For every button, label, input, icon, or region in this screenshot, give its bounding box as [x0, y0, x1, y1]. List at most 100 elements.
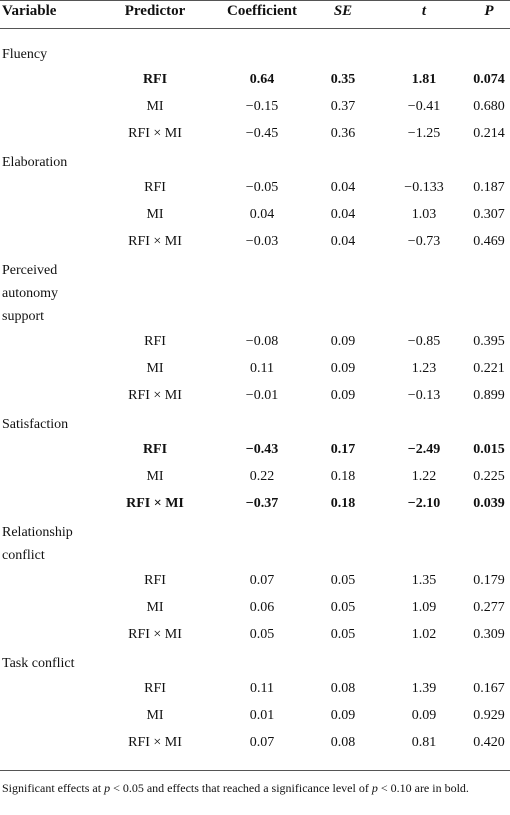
table-cell: −0.85 — [407, 334, 441, 349]
table-cell: 0.04 — [249, 207, 275, 222]
top-rule — [0, 0, 510, 1]
table-cell: −0.43 — [245, 442, 279, 457]
table-cell: 0.01 — [249, 708, 275, 723]
table-cell: RFI — [144, 681, 166, 696]
table-cell: 0.09 — [411, 708, 437, 723]
table-cell: −0.37 — [245, 496, 279, 511]
note-text: p — [104, 781, 111, 795]
table-cell: 0.680 — [473, 99, 505, 114]
table-cell: 0.420 — [473, 735, 505, 750]
table-cell: −2.10 — [407, 496, 441, 511]
table-cell: 0.074 — [473, 72, 505, 87]
note-text: < 0.10 are in bold. — [377, 781, 469, 795]
table-cell: 0.395 — [473, 334, 505, 349]
variable-label: Perceived autonomy support — [2, 262, 58, 324]
table-cell: 0.07 — [249, 735, 275, 750]
column-header: t — [421, 3, 427, 19]
table-cell: 0.179 — [473, 573, 505, 588]
table-cell: 0.09 — [330, 708, 356, 723]
table-cell: RFI × MI — [126, 496, 184, 511]
table-cell: 0.307 — [473, 207, 505, 222]
table-cell: MI — [146, 469, 164, 484]
table-cell: −0.01 — [245, 388, 279, 403]
table-cell: 0.18 — [330, 496, 356, 511]
table-cell: −0.41 — [407, 99, 441, 114]
note-text: < 0.05 and effects that reached a signif… — [110, 781, 372, 795]
table-cell: 0.22 — [249, 469, 275, 484]
table-cell: 0.06 — [249, 600, 275, 615]
table-cell: 0.09 — [330, 361, 356, 376]
table-cell: 1.35 — [411, 573, 437, 588]
table-cell: 0.64 — [249, 72, 275, 87]
table-cell: RFI — [144, 180, 166, 195]
table-cell: 0.09 — [330, 334, 356, 349]
table-cell: 1.22 — [411, 469, 437, 484]
table-cell: RFI × MI — [128, 388, 182, 403]
table-cell: −0.08 — [245, 334, 279, 349]
table-cell: MI — [146, 99, 164, 114]
table-cell: −0.13 — [407, 388, 441, 403]
table-cell: 0.37 — [330, 99, 356, 114]
table-cell: 0.899 — [473, 388, 505, 403]
table-cell: 0.18 — [330, 469, 356, 484]
table-cell: 1.09 — [411, 600, 437, 615]
table-cell: RFI — [144, 573, 166, 588]
variable-label: Relationship conflict — [2, 524, 73, 563]
table-cell: 1.23 — [411, 361, 437, 376]
column-header: P — [484, 3, 494, 19]
table-cell: 0.17 — [330, 442, 356, 457]
table-cell: 0.039 — [473, 496, 505, 511]
table-cell: −0.45 — [245, 126, 279, 141]
column-header: Coefficient — [227, 3, 297, 19]
table-cell: RFI × MI — [128, 627, 182, 642]
table-cell: RFI × MI — [128, 126, 182, 141]
variable-label: Fluency — [2, 46, 48, 62]
table-cell: 0.36 — [330, 126, 356, 141]
header-rule — [0, 28, 510, 29]
table-cell: 0.221 — [473, 361, 505, 376]
table-cell: MI — [146, 600, 164, 615]
table-cell: 1.02 — [411, 627, 437, 642]
table-cell: RFI × MI — [128, 234, 182, 249]
table-cell: 0.469 — [473, 234, 505, 249]
table-cell: −1.25 — [407, 126, 441, 141]
table-cell: 0.167 — [473, 681, 505, 696]
table-cell: 0.05 — [330, 627, 356, 642]
table-cell: MI — [146, 708, 164, 723]
table-cell: RFI — [142, 442, 168, 457]
table-cell: 0.04 — [330, 207, 356, 222]
table-cell: 0.11 — [250, 361, 274, 376]
table-cell: RFI × MI — [128, 735, 182, 750]
table-cell: RFI — [144, 334, 166, 349]
table-cell: 0.09 — [330, 388, 356, 403]
table-cell: 0.187 — [473, 180, 505, 195]
table-cell: 0.81 — [411, 735, 437, 750]
table-cell: −0.73 — [407, 234, 441, 249]
column-header: SE — [333, 3, 353, 19]
table-cell: 0.05 — [330, 600, 356, 615]
table-cell: RFI — [142, 72, 168, 87]
table-cell: MI — [146, 361, 164, 376]
table-cell: 0.214 — [473, 126, 505, 141]
table-cell: −0.05 — [245, 180, 279, 195]
variable-label: Task conflict — [2, 655, 75, 671]
table-cell: −0.15 — [245, 99, 279, 114]
table-cell: 0.277 — [473, 600, 505, 615]
table-cell: 0.05 — [249, 627, 275, 642]
column-header: Predictor — [124, 3, 186, 19]
table-cell: 0.309 — [473, 627, 505, 642]
table-cell: 0.04 — [330, 180, 356, 195]
table-cell: 0.07 — [249, 573, 275, 588]
table-cell: 0.08 — [330, 735, 356, 750]
table-cell: 0.04 — [330, 234, 356, 249]
table-cell: 0.929 — [473, 708, 505, 723]
table-cell: 0.11 — [250, 681, 274, 696]
table-cell: −2.49 — [407, 442, 441, 457]
table-cell: 1.39 — [411, 681, 437, 696]
table-cell: 1.81 — [411, 72, 437, 87]
note-text: p — [371, 781, 378, 795]
bottom-rule — [0, 770, 510, 771]
variable-label: Elaboration — [2, 154, 68, 170]
table-cell: 0.05 — [330, 573, 356, 588]
